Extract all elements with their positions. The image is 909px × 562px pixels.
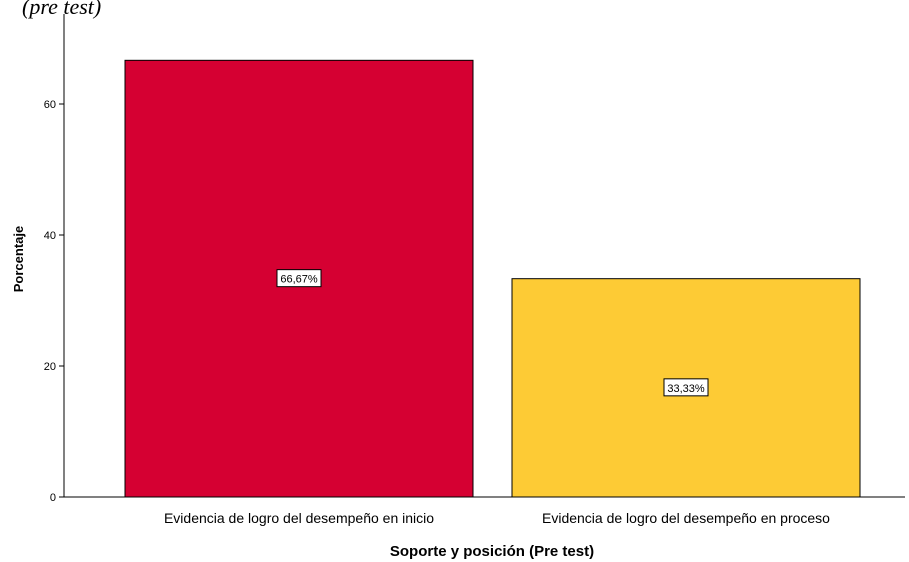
data-label: 33,33% <box>667 383 705 395</box>
y-axis-label: Porcentaje <box>11 226 26 292</box>
x-tick-label: Evidencia de logro del desempeño en proc… <box>542 510 830 526</box>
y-tick-label: 40 <box>44 230 56 242</box>
data-label: 66,67% <box>280 274 318 286</box>
x-axis-label: Soporte y posición (Pre test) <box>390 543 594 560</box>
data-label-box <box>276 269 322 288</box>
page-title-fragment: (pre test) <box>22 0 102 19</box>
y-axis: 0 20 40 60 <box>44 14 65 504</box>
x-tick-label: Evidencia de logro del desempeño en inic… <box>164 510 434 526</box>
y-tick-label: 0 <box>50 492 56 504</box>
data-labels: 66,67% 33,33% <box>276 269 709 397</box>
bars <box>124 59 861 498</box>
y-tick-label: 20 <box>44 361 56 373</box>
y-tick-label: 60 <box>44 99 56 111</box>
data-label-box <box>663 378 709 397</box>
x-axis: Evidencia de logro del desempeño en inic… <box>64 496 905 526</box>
